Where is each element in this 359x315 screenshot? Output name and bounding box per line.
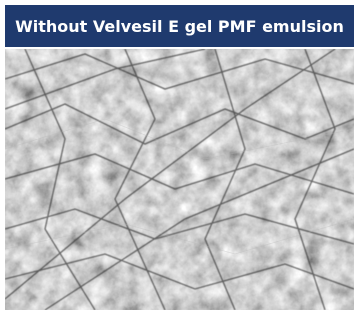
skin-photo <box>5 49 354 310</box>
figure-panel: Without Velvesil E gel PMF emulsion <box>0 0 359 315</box>
panel-title: Without Velvesil E gel PMF emulsion <box>5 5 354 47</box>
skin-texture <box>5 49 354 310</box>
